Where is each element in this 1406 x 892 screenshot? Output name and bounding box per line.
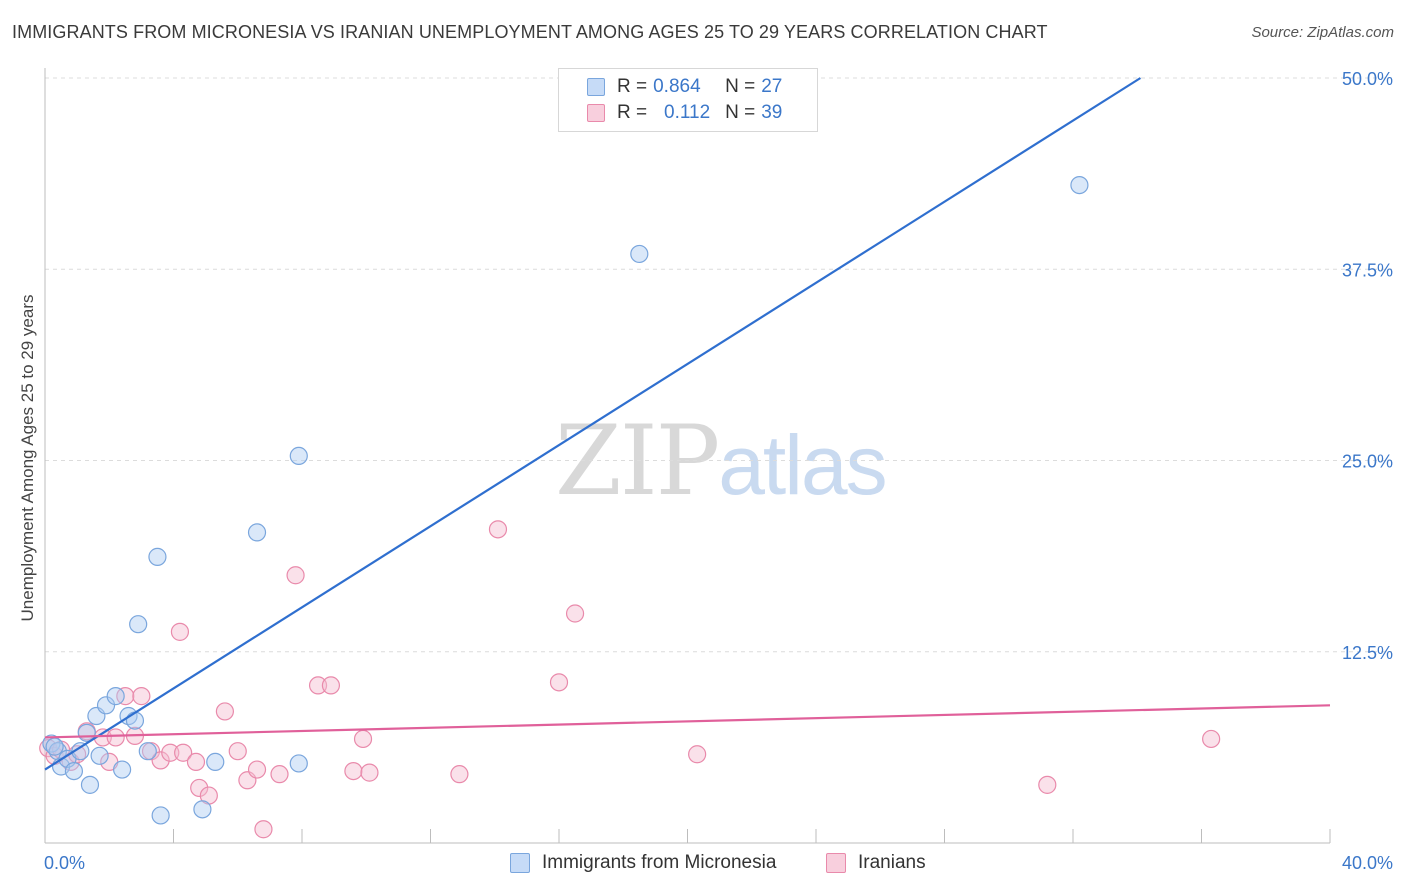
y-tick-label: 25.0% <box>1342 452 1393 472</box>
micronesia-point <box>630 244 649 264</box>
legend-n-value: 39 <box>761 102 783 123</box>
y-tick-label: 50.0% <box>1342 69 1393 89</box>
micronesia-point <box>138 742 157 761</box>
iranian-point <box>1038 775 1057 794</box>
x-tick-label: 40.0% <box>1342 853 1393 873</box>
iranian-point <box>132 687 151 706</box>
iranian-point <box>286 566 305 585</box>
micronesia-point <box>112 760 132 779</box>
bottom-legend-micronesia: Immigrants from Micronesia <box>510 852 776 874</box>
bottom-legend-iranians: Iranians <box>826 852 926 874</box>
iranian-point <box>116 687 135 706</box>
micronesia-point <box>71 742 90 761</box>
iranian-point <box>247 760 267 779</box>
iranian-point <box>344 761 363 781</box>
iranian-point <box>215 702 234 721</box>
micronesia-point <box>64 761 84 781</box>
legend-row-iranians: R = 0.112 N = 39 <box>587 101 782 125</box>
legend-swatch-blue <box>587 78 605 96</box>
iranian-point <box>228 742 247 761</box>
iranian-point <box>360 763 379 782</box>
micronesia-point <box>1070 176 1089 195</box>
legend-swatch-pink <box>587 104 605 122</box>
bottom-legend-swatch-pink <box>826 853 846 873</box>
micronesia-point <box>80 775 100 794</box>
iranian-point <box>174 743 193 762</box>
micronesia-point <box>129 615 148 634</box>
iranian-trend-line <box>44 704 1331 739</box>
iranian-point <box>321 676 341 695</box>
chart-title: IMMIGRANTS FROM MICRONESIA VS IRANIAN UN… <box>12 22 1048 42</box>
x-tick-label: 0.0% <box>44 853 85 873</box>
y-tick-label: 12.5% <box>1342 643 1393 663</box>
iranian-point <box>450 765 469 784</box>
iranian-point <box>488 520 508 539</box>
micronesia-point <box>106 687 125 706</box>
legend-r-label: R = <box>617 102 648 123</box>
legend-row-micronesia: R = 0.864 N = 27 <box>587 75 782 99</box>
micronesia-point <box>125 711 145 730</box>
correlation-legend: R = 0.864 N = 27 R = 0.112 N = 39 <box>558 68 818 132</box>
iranian-point <box>353 729 373 749</box>
micronesia-point <box>206 752 225 772</box>
iranian-point <box>151 751 170 770</box>
micronesia-point <box>96 696 116 715</box>
iranian-point <box>170 622 190 641</box>
bottom-legend-label: Immigrants from Micronesia <box>542 852 777 873</box>
iranian-point <box>308 676 328 695</box>
y-tick-label: 37.5% <box>1342 260 1393 280</box>
micronesia-trend-line <box>44 77 1142 771</box>
micronesia-point <box>247 523 267 542</box>
legend-n-label: N = <box>725 76 756 97</box>
iranian-point <box>254 820 273 839</box>
micronesia-point <box>289 754 308 773</box>
iranian-point <box>549 673 569 692</box>
micronesia-point <box>151 806 170 825</box>
legend-r-label: R = <box>617 76 648 97</box>
bottom-legend-swatch-blue <box>510 853 530 873</box>
bottom-legend-label: Iranians <box>858 852 926 873</box>
iranian-point <box>106 728 125 747</box>
iranian-point <box>565 604 585 623</box>
iranian-point <box>1202 729 1221 749</box>
micronesia-point <box>148 547 167 566</box>
legend-r-value: 0.864 <box>653 76 701 97</box>
legend-n-label: N = <box>725 102 756 123</box>
legend-r-value: 0.112 <box>664 102 711 123</box>
iranian-point <box>190 778 209 798</box>
micronesia-point <box>193 800 212 819</box>
watermark-atlas: atlas <box>718 418 887 512</box>
legend-n-value: 27 <box>761 76 783 97</box>
iranian-point <box>186 752 206 772</box>
iranian-point <box>688 745 707 764</box>
micronesia-point <box>90 746 109 765</box>
iranian-point <box>270 765 289 784</box>
y-axis-title: Unemployment Among Ages 25 to 29 years <box>18 295 37 622</box>
iranian-point <box>161 743 180 762</box>
source-label: Source: ZipAtlas.com <box>1251 24 1394 41</box>
micronesia-point <box>289 446 308 466</box>
micronesia-point <box>45 737 64 756</box>
